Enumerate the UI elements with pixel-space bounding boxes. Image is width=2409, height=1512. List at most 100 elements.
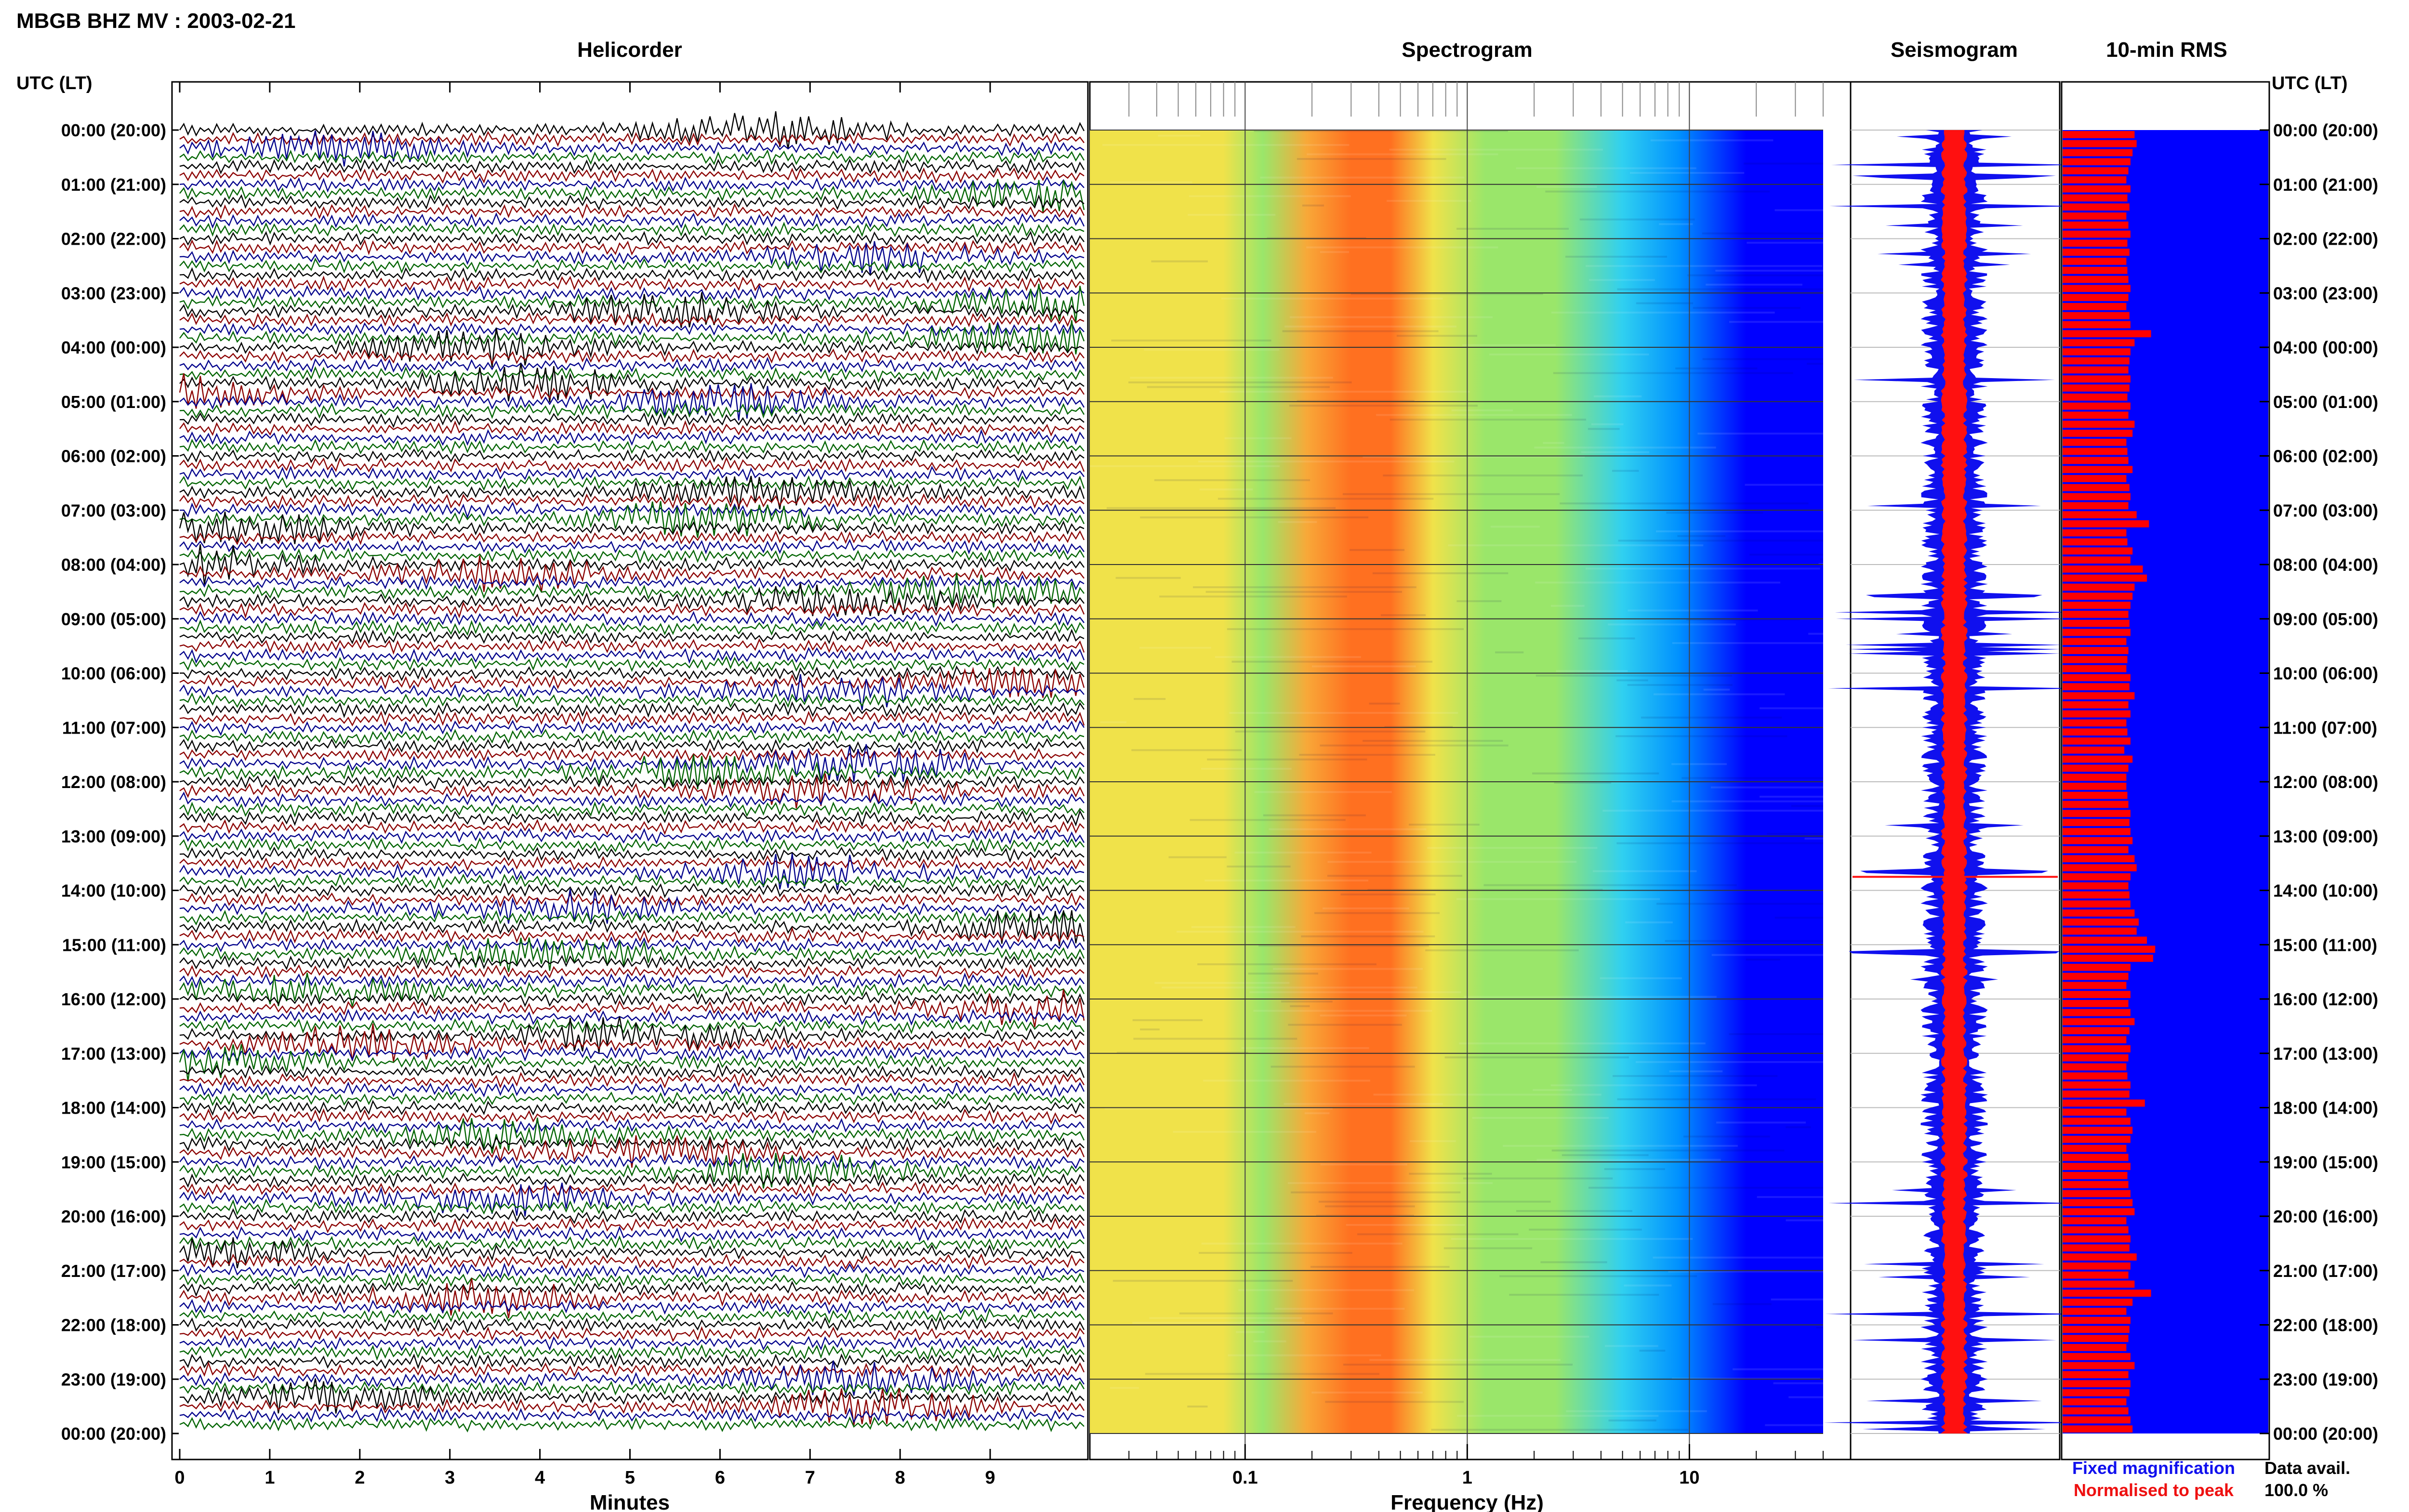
rms-bar [2063, 801, 2129, 808]
helicorder-trace [179, 692, 1085, 709]
time-label-left: 04:00 (00:00) [61, 338, 166, 357]
time-label-left: 01:00 (21:00) [61, 175, 166, 195]
helicorder-trace [179, 1045, 1085, 1062]
spectrogram-speckle [1132, 1019, 1203, 1021]
helicorder-trace [179, 1154, 1085, 1170]
helicorder-trace [179, 284, 1085, 322]
helicorder-trace [179, 927, 1085, 945]
spectrogram-speckle [1617, 1098, 1816, 1101]
spectrogram-speckle [1340, 893, 1436, 895]
rms-bar [2063, 493, 2131, 500]
spectrogram-speckle [1128, 381, 1352, 383]
spectrogram-speckle [1318, 1200, 1551, 1203]
helicorder-trace [179, 1153, 1085, 1189]
time-label-right: 14:00 (10:00) [2273, 881, 2378, 901]
spectrogram-speckle [1602, 809, 1823, 812]
spectrogram-speckle [1589, 279, 1655, 281]
rms-bar [2063, 1036, 2127, 1043]
spectrogram-speckle [1289, 316, 1493, 318]
spectrogram-speckle [1650, 139, 1774, 142]
helicorder-tick-label: 2 [355, 1468, 365, 1488]
spectrogram-speckle [1387, 199, 1471, 202]
spectrogram-speckle [1190, 819, 1346, 821]
rms-bar [2063, 276, 2129, 283]
spectrogram-speckle [1221, 297, 1443, 300]
spectrogram-speckle [1373, 1093, 1602, 1096]
helicorder-trace [179, 320, 1085, 355]
spectrogram-speckle [1106, 507, 1336, 509]
spectrogram-speckle [1253, 1340, 1286, 1342]
helicorder-trace [179, 936, 1085, 953]
time-label-left: 16:00 (12:00) [61, 989, 166, 1009]
spectrogram-speckle [1536, 1158, 1721, 1161]
helicorder-trace [179, 667, 1085, 698]
time-label-right: 00:00 (20:00) [2273, 120, 2378, 140]
spectrogram-speckle [1327, 861, 1577, 863]
rms-bar [2063, 1072, 2128, 1080]
spectrogram-speckle [1624, 1284, 1672, 1287]
spectrogram-speckle [1131, 749, 1242, 751]
seismogram-panel [1823, 81, 2085, 1460]
rms-bar [2063, 1208, 2135, 1216]
helicorder-trace [179, 1316, 1085, 1333]
helicorder-trace [179, 889, 1085, 924]
time-label-right: 20:00 (16:00) [2273, 1207, 2378, 1226]
spectrogram-speckle [1820, 558, 1823, 561]
spectrogram-speckle [1278, 521, 1317, 523]
helicorder-trace [179, 149, 1085, 165]
helicorder-trace [179, 873, 1085, 890]
spectrogram-speckle [1463, 1177, 1613, 1180]
rms-bar [2063, 774, 2127, 781]
spectrogram-speckle [1269, 828, 1427, 830]
helicorder-trace [179, 1044, 1085, 1082]
helicorder-trace [179, 738, 1085, 754]
rms-bar [2063, 1135, 2131, 1143]
helicorder-trace [179, 130, 1085, 167]
spectrogram-speckle [1462, 344, 1556, 346]
spectrogram-speckle [1681, 777, 1823, 779]
helicorder-panel: 0 1 2 3 4 5 6 7 8 9 [171, 81, 1089, 1488]
spectrogram-speckle [1199, 488, 1253, 491]
spectrogram-speckle [1533, 1089, 1572, 1091]
spectrogram-speckle [1591, 423, 1624, 425]
spectrogram-speckle [1215, 656, 1361, 658]
spectrogram-speckle [1227, 628, 1464, 631]
spectrogram-speckle [1297, 400, 1415, 402]
helicorder-trace [179, 447, 1085, 463]
time-label-left: 00:00 (20:00) [61, 120, 166, 140]
time-label-right: 11:00 (07:00) [2273, 718, 2377, 737]
spectrogram-speckle [1543, 442, 1564, 444]
rms-bar [2063, 1090, 2130, 1098]
rms-bar [2063, 348, 2131, 355]
helicorder-trace [179, 1388, 1085, 1426]
rms-bar [2063, 466, 2133, 473]
spectrogram-speckle [1613, 1075, 1778, 1077]
rms-bar [2063, 1172, 2128, 1179]
spectrogram-speckle [1380, 614, 1426, 617]
spectrogram-speckle [1536, 185, 1597, 188]
spectrogram-speckle [1472, 1117, 1609, 1119]
helicorder-trace [179, 501, 1085, 519]
rms-bar [2063, 221, 2129, 229]
spectrogram-speckle [1588, 1186, 1823, 1189]
rms-bar [2063, 783, 2127, 790]
spectrogram-speckle [1672, 1378, 1820, 1380]
rms-bar [2063, 538, 2128, 546]
helicorder-trace [179, 1063, 1085, 1079]
time-label-left: 12:00 (08:00) [61, 772, 166, 792]
rms-bar [2063, 339, 2135, 347]
helicorder-trace [179, 629, 1085, 644]
rms-bar [2063, 629, 2131, 636]
helicorder-trace [179, 402, 1085, 420]
rms-bar [2063, 864, 2137, 871]
helicorder-trace [179, 744, 1085, 782]
spectrogram-speckle [1529, 1228, 1642, 1231]
helicorder-trace [179, 179, 1085, 212]
helicorder-trace [179, 1361, 1085, 1379]
spectrogram-speckle [1310, 1266, 1450, 1268]
spectrogram-speckle [1448, 544, 1704, 547]
time-label-right: 04:00 (00:00) [2273, 338, 2378, 357]
rms-bar [2063, 421, 2135, 428]
spectrogram-speckle [1653, 1256, 1823, 1259]
rms-bar [2063, 710, 2131, 718]
